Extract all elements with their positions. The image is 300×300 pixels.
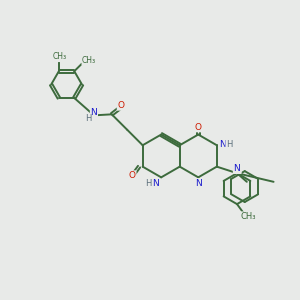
- Text: N: N: [234, 164, 240, 173]
- Text: CH₃: CH₃: [82, 56, 96, 65]
- Text: H: H: [85, 114, 91, 123]
- Text: H: H: [146, 179, 152, 188]
- Text: N: N: [219, 140, 226, 149]
- Text: N: N: [91, 108, 97, 117]
- Text: O: O: [195, 123, 202, 132]
- Text: H: H: [226, 140, 232, 149]
- Text: N: N: [195, 179, 202, 188]
- Text: CH₃: CH₃: [53, 52, 67, 62]
- Text: N: N: [234, 164, 240, 173]
- Text: N: N: [234, 164, 241, 173]
- Text: N: N: [152, 179, 159, 188]
- Text: O: O: [118, 101, 124, 110]
- Text: CH₃: CH₃: [241, 212, 256, 221]
- Text: O: O: [129, 171, 136, 180]
